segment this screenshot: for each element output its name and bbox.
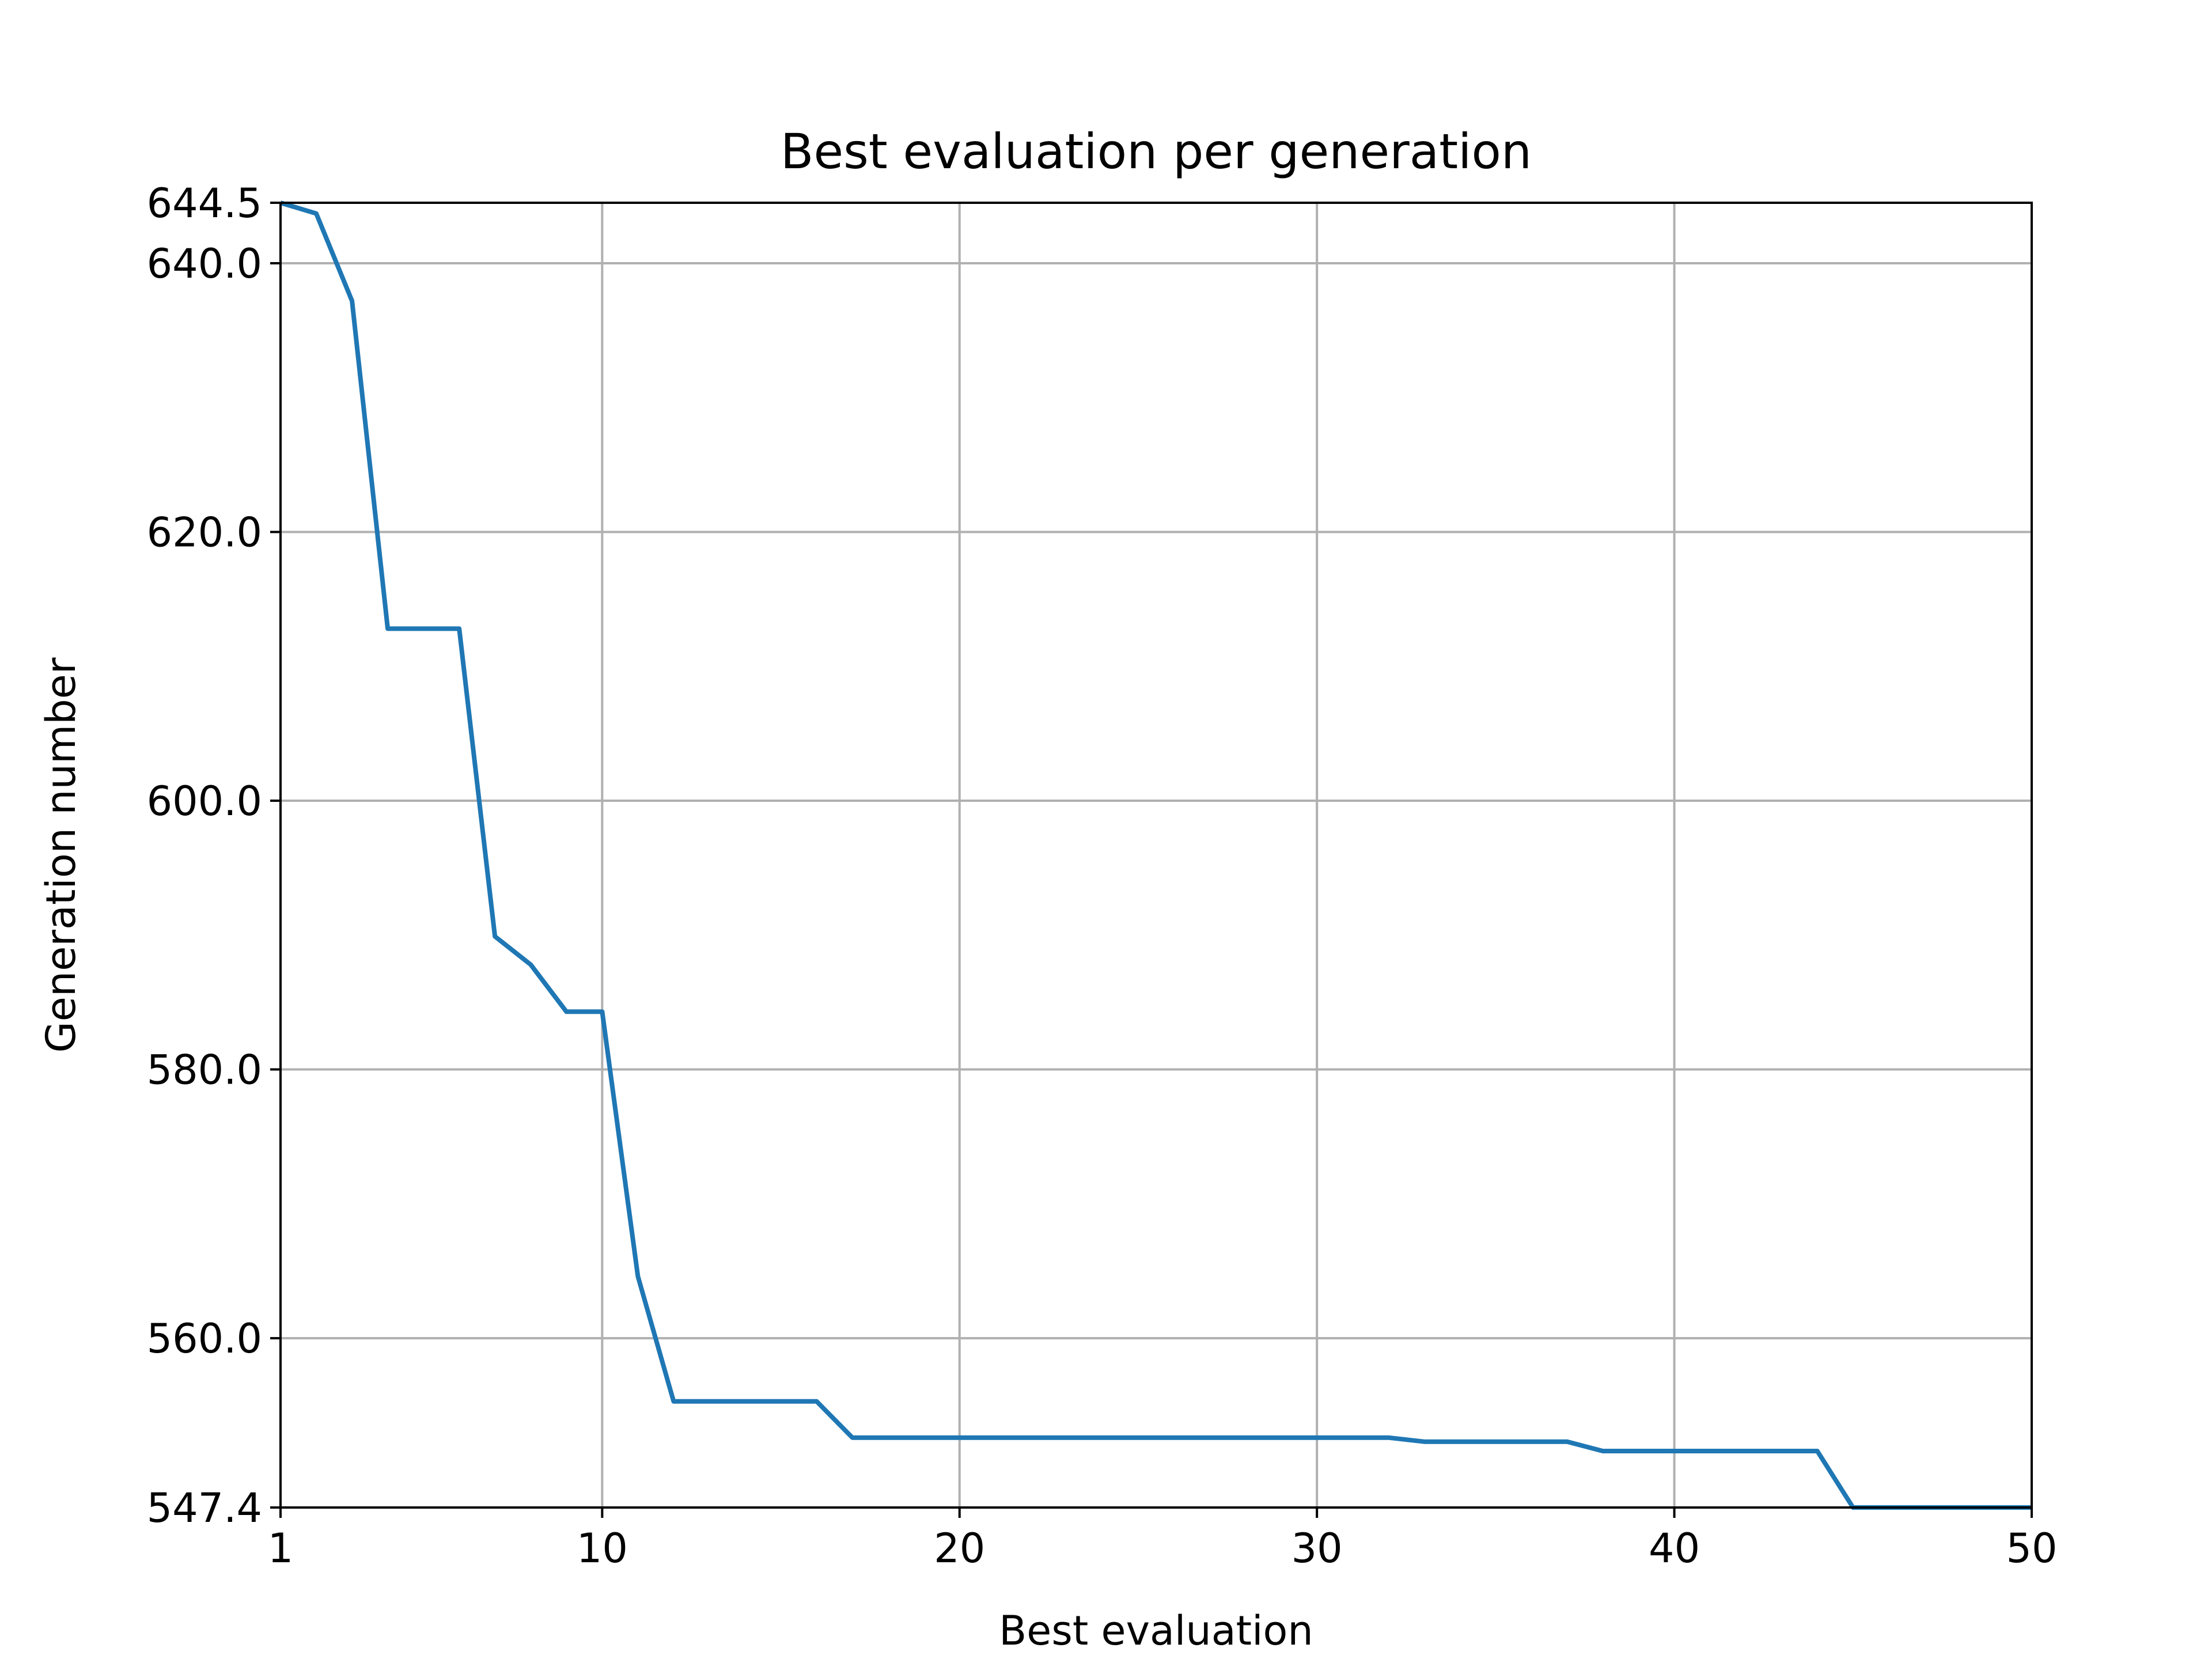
axis-ticks: 1 10 20 30 40 50 547.4 560.0 580.0 600.0 620.0 640.… xyxy=(147,180,2058,1572)
x-tick-label: 40 xyxy=(1649,1525,1700,1572)
x-tick-label: 1 xyxy=(268,1525,294,1572)
x-axis-title: Best evaluation xyxy=(999,1607,1313,1654)
y-tick-label: 580.0 xyxy=(147,1047,262,1094)
series-line xyxy=(279,200,2032,1510)
y-tick-label: 644.5 xyxy=(147,180,262,227)
y-tick-label: 640.0 xyxy=(147,240,262,287)
x-tick-label: 10 xyxy=(577,1525,628,1572)
y-tick-label: 560.0 xyxy=(147,1315,262,1362)
plot-frame xyxy=(279,202,2033,1509)
y-axis-title: Generation number xyxy=(37,657,85,1052)
y-tick-label: 547.4 xyxy=(147,1484,262,1532)
y-tick-label: 620.0 xyxy=(147,509,262,556)
x-tick-label: 30 xyxy=(1291,1525,1343,1572)
data-series xyxy=(279,200,2032,1510)
grid xyxy=(279,202,2033,1509)
x-tick-label: 20 xyxy=(934,1525,985,1572)
chart-title: Best evaluation per generation xyxy=(781,123,1532,180)
y-tick-label: 600.0 xyxy=(147,778,262,825)
x-tick-label: 50 xyxy=(2006,1525,2057,1572)
